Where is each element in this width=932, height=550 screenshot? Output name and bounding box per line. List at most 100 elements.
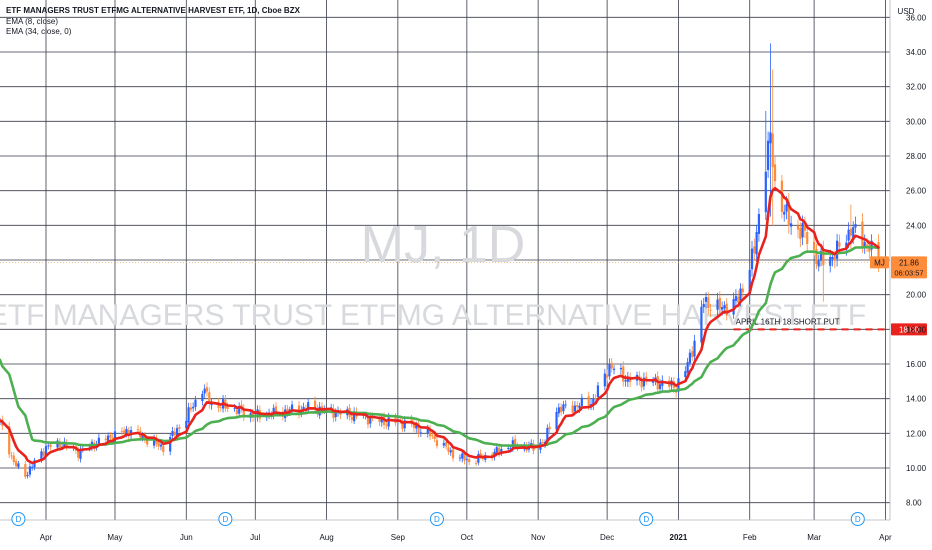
candle-body (785, 204, 788, 212)
ema-fast-legend[interactable]: EMA (8, close) (6, 16, 59, 26)
candle-body (769, 132, 772, 144)
y-tick-label: 16.00 (906, 360, 927, 369)
y-axis[interactable]: 8.0010.0012.0014.0016.0018.0020.0022.002… (889, 0, 927, 520)
candle-body (750, 248, 754, 270)
candle-body (737, 296, 740, 303)
candle-body (555, 412, 558, 430)
candle-body (652, 380, 655, 383)
candle-body (412, 424, 416, 428)
candle-body (704, 296, 708, 302)
candle-body (104, 438, 107, 441)
candle-body (861, 221, 864, 248)
candle-body (201, 393, 204, 402)
candle-body (693, 340, 696, 357)
short-put-level[interactable]: APRIL 16TH 18 SHORT PUT 18.00 (733, 317, 927, 336)
x-tick-label: Apr (40, 533, 53, 542)
candle-body (169, 436, 172, 452)
candle-body (387, 417, 390, 427)
symbol-tag-label: MJ (874, 258, 885, 267)
candle-body (428, 429, 432, 437)
candle-body (686, 362, 689, 373)
candle-body (723, 305, 726, 309)
candle-body (106, 435, 110, 441)
candle-body (226, 407, 229, 409)
candle-body (235, 409, 238, 414)
x-tick-label: 2021 (670, 533, 688, 542)
candle-body (603, 373, 606, 387)
candle-body (608, 363, 611, 377)
candle-body (123, 430, 126, 433)
candle-body (88, 446, 91, 448)
level-annotation: APRIL 16TH 18 SHORT PUT (736, 317, 840, 326)
symbol-title[interactable]: ETF MANAGERS TRUST ETFMG ALTERNATIVE HAR… (6, 6, 300, 15)
dividend-marker-label: D (16, 515, 22, 524)
ema-34-line (0, 245, 880, 448)
y-tick-label: 8.00 (906, 499, 922, 508)
candle-body (514, 439, 517, 446)
dividend-marker (429, 512, 444, 526)
candle-body (378, 417, 381, 422)
candle-body (801, 222, 804, 238)
candle-body (313, 400, 317, 409)
dividend-marker (850, 512, 865, 526)
dividend-marker-label: D (434, 515, 440, 524)
candle-body (541, 442, 544, 444)
candle-body (10, 455, 13, 457)
candle-body (155, 438, 158, 444)
candle-body (146, 439, 149, 445)
candle-body (622, 366, 625, 382)
y-tick-label: 18.00 (906, 325, 927, 334)
candle-body (141, 435, 144, 439)
y-tick-label: 32.00 (906, 83, 927, 92)
candle-body (162, 445, 165, 452)
candle-body (401, 422, 404, 429)
candle-body (573, 405, 577, 412)
grid (0, 0, 890, 520)
watermark-symbol: MJ, 1D (361, 216, 526, 274)
dividend-marker (218, 512, 233, 526)
candle-body (767, 140, 770, 171)
candle-body (307, 402, 310, 411)
candle-body (60, 446, 64, 448)
candle-body (790, 223, 793, 227)
candle-body (12, 455, 15, 463)
candle-body (732, 299, 735, 315)
candle-body (79, 448, 82, 459)
dividend-marker-label: D (855, 515, 861, 524)
candle-body (415, 424, 418, 429)
x-tick-label: Sep (391, 533, 406, 542)
candle-body (640, 381, 643, 388)
candle-body (403, 420, 406, 429)
candle-body (24, 464, 27, 477)
candle-body (606, 374, 609, 378)
candle-body (833, 255, 836, 261)
candle-body (757, 214, 761, 234)
candle-body (44, 446, 48, 457)
candle-body (334, 412, 337, 417)
candle-body (865, 244, 869, 246)
candle-body (546, 428, 549, 443)
candle-body (332, 408, 335, 419)
candle-body (684, 371, 687, 378)
x-tick-label: Nov (531, 533, 545, 542)
candle-body (442, 443, 445, 446)
x-tick-label: Mar (807, 533, 821, 542)
candle-body (702, 303, 705, 308)
candle-body (274, 406, 278, 412)
x-axis[interactable]: Apr May Jun Jul Aug Sep Oct Nov Dec 2021 Feb Mar Apr (0, 519, 892, 542)
candle-body (854, 224, 857, 228)
y-tick-label: 34.00 (906, 48, 927, 57)
candle-body (203, 388, 206, 394)
x-tick-label: Feb (743, 533, 757, 542)
dividend-marker-label: D (643, 515, 649, 524)
candle-body (233, 408, 236, 409)
x-tick-label: Dec (600, 533, 614, 542)
candle-body (302, 406, 305, 410)
candle-body (829, 256, 832, 266)
candle-body (461, 453, 464, 459)
x-tick-label: Aug (319, 533, 333, 542)
candle-body (205, 387, 209, 392)
ema-slow-legend[interactable]: EMA (34, close, 0) (6, 27, 72, 36)
candle-body (612, 368, 616, 370)
